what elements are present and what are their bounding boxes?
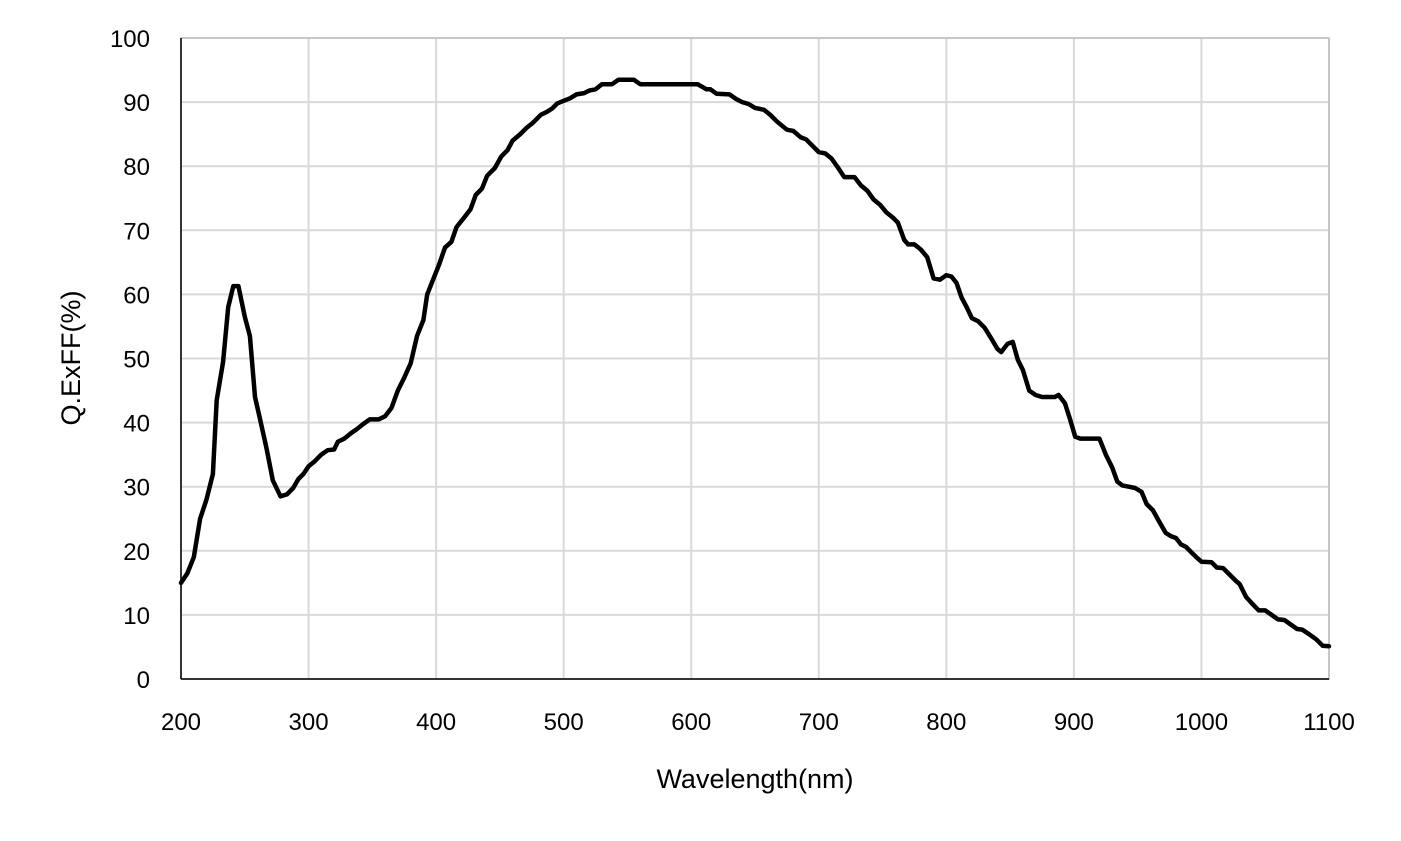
y-tick-labels: 0 10 20 30 40 50 60 70 80 90 100 <box>110 26 150 694</box>
x-tick-label: 400 <box>416 709 456 736</box>
x-tick-label: 1000 <box>1175 709 1228 736</box>
x-tick-label: 500 <box>544 709 584 736</box>
series-line-qe <box>178 77 1332 649</box>
y-axis-title: Q.ExFF(%) <box>56 291 86 426</box>
x-tick-label: 200 <box>161 709 201 736</box>
x-tick-label: 300 <box>289 709 329 736</box>
y-tick-label: 70 <box>123 218 150 245</box>
y-tick-label: 40 <box>123 411 150 438</box>
y-tick-label: 10 <box>123 603 150 630</box>
x-tick-labels: 200 300 400 500 600 700 800 900 1000 1100 <box>161 709 1355 736</box>
y-tick-label: 80 <box>123 154 150 181</box>
x-axis-title: Wavelength(nm) <box>656 764 853 794</box>
y-tick-label: 60 <box>123 282 150 309</box>
y-tick-label: 20 <box>123 539 150 566</box>
y-tick-label: 90 <box>123 90 150 117</box>
y-tick-label: 0 <box>137 667 150 694</box>
x-tick-label: 900 <box>1054 709 1094 736</box>
y-tick-label: 100 <box>110 26 150 53</box>
x-tick-label: 1100 <box>1303 709 1355 736</box>
y-tick-label: 30 <box>123 475 150 502</box>
x-tick-label: 700 <box>799 709 839 736</box>
x-tick-label: 800 <box>926 709 966 736</box>
y-tick-label: 50 <box>123 347 150 374</box>
gridlines <box>180 37 1330 680</box>
x-tick-label: 600 <box>671 709 711 736</box>
